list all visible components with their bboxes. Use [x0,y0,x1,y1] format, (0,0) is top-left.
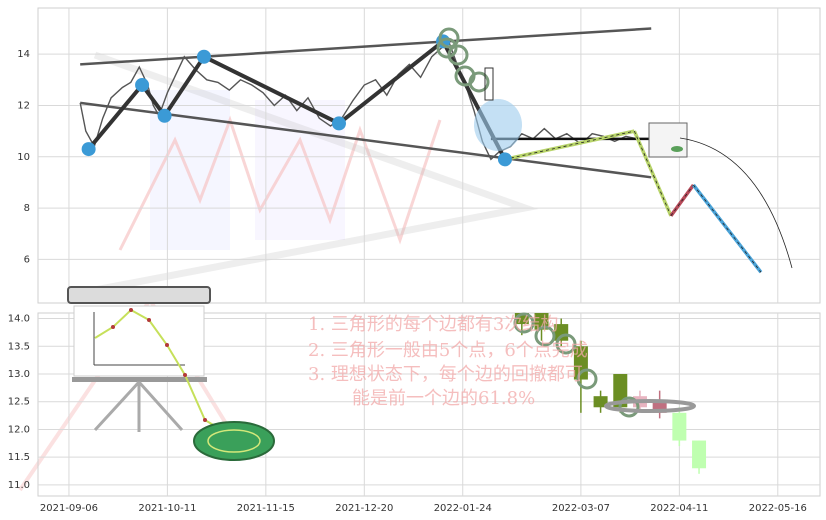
easel-leg [93,380,141,432]
lower-y-tick-label: 13.0 [8,369,30,380]
marker-ring [438,27,460,49]
level-ellipse [604,399,696,413]
pivot-point [196,49,211,64]
note-line-4: 能是前一个边的61.8% [352,388,535,409]
note-line-3: 3. 理想状态下，每个边的回撤都可 [308,364,583,385]
lower-y-tick-label: 12.0 [8,424,30,435]
x-tick-label: 2021-10-11 [138,503,196,514]
coin-disc [193,421,275,461]
candle-body [514,313,529,325]
candlesticks [514,313,707,474]
marker-ring [468,71,490,93]
watermark-background [18,51,539,492]
projection-dash [670,184,694,217]
trendlines [80,27,652,179]
lower-markers [513,312,696,418]
candle-body [534,313,549,330]
note-line-1: 1. 三角形的每个边都有3次结构 [308,314,558,335]
board-roll [67,286,211,304]
mini-coin [671,146,683,152]
upper-y-tick-label: 14 [17,49,30,60]
projection-dash [504,130,635,160]
lower-y-tick-label: 14.0 [8,314,30,325]
x-tick-label: 2022-01-24 [434,503,492,514]
x-tick-label: 2022-03-07 [552,503,610,514]
candle-body [652,401,667,413]
upper-y-tick-label: 6 [24,254,30,265]
pivot-point [135,77,150,92]
x-axis: 2021-09-06 2021-10-11 2021-11-15 2021-12-20… [40,503,807,514]
marker-ring [447,44,469,66]
x-tick-label: 2022-05-16 [749,503,807,514]
marker-ring [576,368,598,390]
marker-ring [436,37,458,59]
note-line-2: 2. 三角形一般由5个点，6个点完成 [308,340,588,361]
lower-y-tick-label: 12.5 [8,397,30,408]
projection-dash [693,184,762,273]
marker-box [484,67,494,101]
lower-plot-frame [37,312,821,497]
upper-trendline [80,27,652,66]
x-tick-label: 2021-11-15 [237,503,295,514]
lower-grid [38,313,820,496]
marker-ring [555,333,577,355]
candle-body [672,412,687,441]
board-sheet [73,305,205,377]
candle-body [692,440,707,469]
coin-ring [207,429,261,453]
pivot-point [81,142,96,157]
lower-trendline [80,101,652,179]
upper-panel: 14 12 10 8 6 [17,7,821,304]
presentation-board-illustration [67,286,275,461]
mini-board [648,122,688,158]
projection-path [504,129,763,274]
projection-segment [632,130,673,217]
easel-leg [137,380,184,432]
x-tick-label: 2022-04-11 [650,503,708,514]
lower-y-tick-label: 13.5 [8,341,30,352]
upper-plot-frame [37,7,821,304]
lower-y-axis: 14.0 13.5 13.0 12.5 12.0 11.5 11.0 [8,314,30,491]
watermark-notes: 1. 三角形的每个边都有3次结构 2. 三角形一般由5个点，6个点完成 3. 理… [308,314,588,409]
lower-y-tick-label: 11.0 [8,480,30,491]
marker-ring [534,325,556,347]
pivot-point [497,152,512,167]
x-tick-label: 2021-09-06 [40,503,98,514]
board-ledge [72,377,207,382]
upper-y-tick-label: 8 [24,203,30,214]
upper-y-tick-label: 10 [17,152,30,163]
candle-body [593,396,608,408]
arc-annotation [679,137,793,269]
annotation-markers [436,27,793,269]
lower-panel: 14.013.513.012.512.011.511.0 2021-09-06 2… [8,312,821,514]
upper-y-tick-label: 12 [17,100,30,111]
price-series [79,40,663,161]
upper-grid [38,8,820,303]
pivot-point [157,108,172,123]
highlight-ellipse [474,99,522,151]
upper-y-axis: 14 12 10 8 6 [17,49,30,265]
pivot-point [331,116,346,131]
board-line [94,308,231,436]
x-tick-label: 2021-12-20 [335,503,393,514]
marker-ring [513,312,535,334]
lower-y-tick-label: 11.5 [8,452,30,463]
marker-ring [618,396,640,418]
